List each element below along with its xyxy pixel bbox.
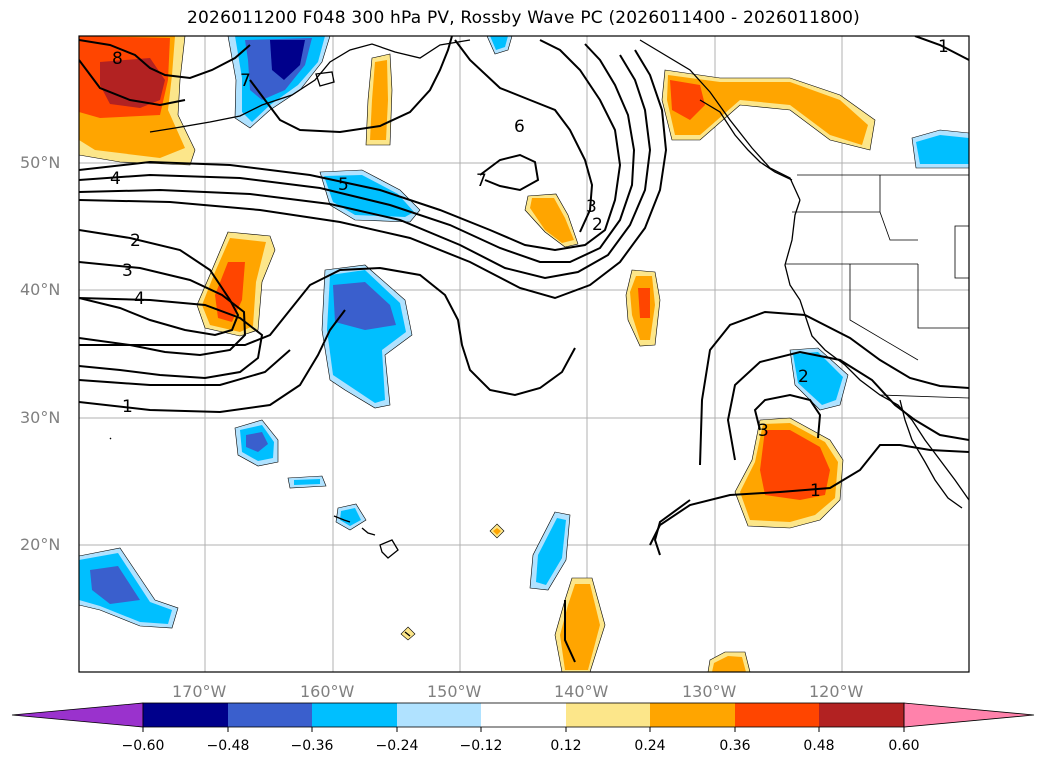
contour-label: 7 xyxy=(240,71,251,91)
pv-positive-anomalies xyxy=(79,36,876,672)
colorbar-outline xyxy=(142,702,905,728)
contour-loop-7 xyxy=(479,153,540,192)
contour-label: 8 xyxy=(112,49,123,69)
colorbar-tick-label: 0.12 xyxy=(550,738,582,754)
contour-ridge-low xyxy=(79,266,576,397)
colorbar-over-arrow xyxy=(903,702,1035,728)
lat-label-50n: 50°N xyxy=(20,153,61,172)
bc-coast xyxy=(699,99,793,181)
contour-trough-3 xyxy=(79,297,264,380)
contour-label: 3 xyxy=(122,261,133,281)
contour-label: 4 xyxy=(110,169,121,189)
hawaii-oahu xyxy=(333,515,351,523)
contour-label: 1 xyxy=(122,397,133,417)
alaska-peninsula-coast xyxy=(149,39,471,133)
colorbar-tick-label: −0.12 xyxy=(459,738,503,754)
contour-label: 7 xyxy=(476,171,487,191)
contour-label: 3 xyxy=(758,421,769,441)
mexico-border xyxy=(879,394,969,399)
contour-label: 1 xyxy=(810,481,821,501)
colorbar-tick-label: 0.60 xyxy=(888,738,920,754)
colorbar-bin xyxy=(735,703,819,727)
contour-1-sub xyxy=(79,349,291,386)
colorbar-bin xyxy=(397,703,481,727)
colorbar xyxy=(11,702,1035,732)
lon-label-160w: 160°W xyxy=(300,682,355,701)
contour-trough-2 xyxy=(79,261,247,357)
colorbar-tick-label: −0.24 xyxy=(375,738,419,754)
colorbar-bin xyxy=(481,703,566,727)
contour-label: 2 xyxy=(798,367,809,387)
gulf-of-alaska-coast xyxy=(639,39,801,201)
contour-1-east xyxy=(649,444,969,546)
contour-label: 1 xyxy=(938,37,949,57)
map-title: 2026011200 F048 300 hPa PV, Rossby Wave … xyxy=(187,8,860,28)
pv-negative-anomalies xyxy=(79,36,969,629)
contour-3-east xyxy=(753,393,822,439)
colorbar-under-arrow xyxy=(11,702,144,728)
rossby-wave-contours xyxy=(79,36,969,663)
colorbar-tick-label: −0.48 xyxy=(206,738,250,754)
contour-8 xyxy=(79,39,251,80)
contour-1-south xyxy=(653,499,691,556)
lon-label-140w: 140°W xyxy=(554,682,609,701)
contour-2-east xyxy=(726,350,969,461)
colorbar-bin xyxy=(566,703,650,727)
colorbar-bin xyxy=(143,703,228,727)
contour-7-west xyxy=(79,59,186,107)
idaho-border xyxy=(879,175,918,241)
contour-east-large xyxy=(699,310,969,466)
colorbar-bin xyxy=(650,703,735,727)
lat-label-20n: 20°N xyxy=(20,535,61,554)
contour-label: 3 xyxy=(586,197,597,217)
contour-2 xyxy=(79,49,668,300)
lon-label-150w: 150°W xyxy=(427,682,482,701)
nevada-east xyxy=(917,264,969,329)
colorbar-tick-label: 0.24 xyxy=(634,738,666,754)
contour-5 xyxy=(79,39,622,252)
coastlines xyxy=(109,39,969,637)
colorbar-tick-label: 0.48 xyxy=(803,738,835,754)
colorbar-bin xyxy=(228,703,312,727)
colorbar-tick-label: −0.60 xyxy=(121,738,165,754)
contour-7-arc xyxy=(249,36,453,134)
lon-label-130w: 130°W xyxy=(682,682,737,701)
contour-6 xyxy=(454,39,594,233)
lat-label-30n: 30°N xyxy=(20,408,61,427)
lon-label-120w: 120°W xyxy=(809,682,864,701)
anomaly-154w-13n xyxy=(400,626,416,641)
utah-border xyxy=(954,225,969,279)
contour-label: 4 xyxy=(134,289,145,309)
contour-4 xyxy=(79,43,636,263)
lat-label-40n: 40°N xyxy=(20,280,61,299)
colorbar-bin xyxy=(312,703,397,727)
nevada-ca-border xyxy=(849,264,919,361)
west-coast-usa xyxy=(784,199,969,501)
map-frame xyxy=(78,35,970,673)
contour-label: 2 xyxy=(130,231,141,251)
baja-california xyxy=(899,399,963,509)
contour-3 xyxy=(79,54,652,280)
political-boundaries xyxy=(785,174,969,399)
hawaii-maui xyxy=(361,527,376,536)
contour-1-low xyxy=(79,309,346,414)
contour-south-small xyxy=(564,600,576,663)
lon-label-170w: 170°W xyxy=(172,682,227,701)
colorbar-tick-label: −0.36 xyxy=(290,738,334,754)
contour-trough xyxy=(79,229,240,337)
colorbar-bin xyxy=(819,703,904,727)
hawaii-big-island xyxy=(379,539,399,559)
contour-label: 5 xyxy=(338,175,349,195)
contour-label: 2 xyxy=(592,215,603,235)
contour-label-group: 8 7 4 6 5 7 3 2 2 3 4 1 2 3 1 1 xyxy=(110,37,949,501)
colorbar-tick-label: 0.36 xyxy=(719,738,751,754)
contour-label: 6 xyxy=(514,117,525,137)
contour-1-ne xyxy=(914,36,969,61)
